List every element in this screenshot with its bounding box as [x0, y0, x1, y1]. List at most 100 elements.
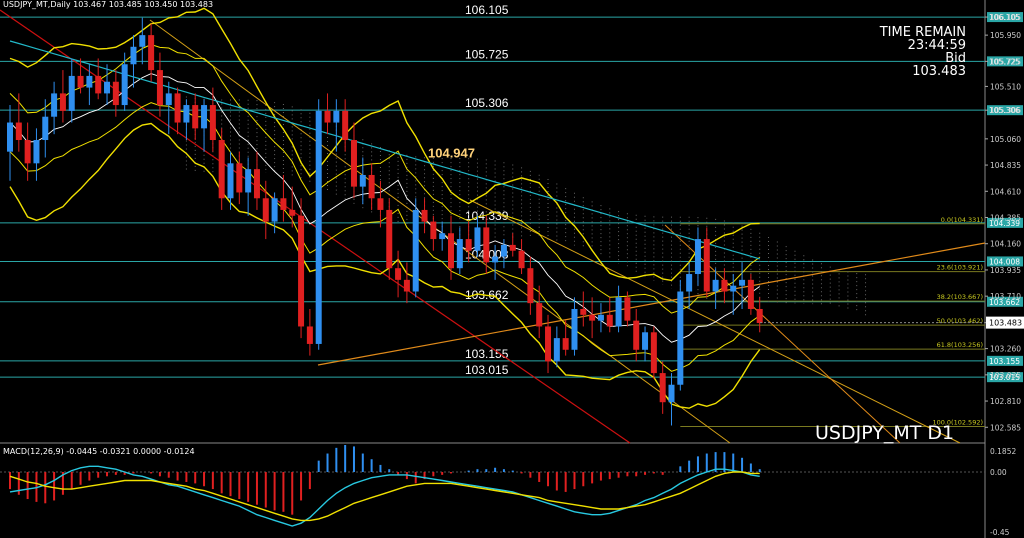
fib-level-label: 50.0(103.462) — [937, 317, 983, 325]
bollinger-lower — [9, 122, 761, 409]
marker-price-label: 104.947 — [428, 145, 475, 160]
candle-body — [474, 227, 481, 251]
candle-body — [527, 268, 534, 304]
level-axis-label: 104.339 — [989, 219, 1020, 228]
candle-body — [156, 70, 163, 106]
time-remain-value: 23:44:59 — [907, 38, 966, 53]
price-tick-label: 105.725 — [990, 57, 1021, 66]
macd-tick-label: 0.1852 — [990, 447, 1016, 456]
candle-body — [253, 169, 260, 199]
candle-body — [342, 110, 349, 141]
candle-body — [148, 35, 155, 71]
macd-tick-label: -0.45 — [990, 528, 1010, 537]
level-axis-label: 104.008 — [989, 257, 1020, 266]
candle-body — [280, 198, 287, 210]
candle-body — [421, 209, 428, 222]
price-tick-label: 105.306 — [990, 106, 1021, 115]
level-axis-label: 103.015 — [989, 373, 1020, 382]
macd-histogram — [9, 445, 761, 515]
macd-label: MACD(12,26,9) -0.0445 -0.0321 0.0000 -0.… — [3, 447, 195, 456]
candle-body — [42, 116, 49, 141]
candle-body — [712, 279, 719, 292]
price-tick-label: 105.950 — [990, 31, 1021, 40]
candle-body — [456, 239, 463, 269]
bollinger-upper — [9, 7, 760, 282]
candle-body — [642, 332, 649, 350]
time-remain-label: TIME REMAIN — [879, 25, 966, 40]
red-trendline — [0, 9, 631, 444]
orange-support-line — [317, 242, 986, 366]
bid-value: 103.483 — [912, 64, 966, 79]
candle-body — [306, 326, 313, 344]
candle-body — [95, 75, 102, 94]
price-tick-label: 103.260 — [990, 345, 1021, 354]
candle-body — [324, 110, 331, 123]
candle-body — [298, 215, 305, 327]
candle-body — [403, 279, 410, 292]
level-axis-tag — [987, 296, 1023, 307]
candle-body — [245, 169, 252, 193]
level-axis-tag — [987, 256, 1023, 267]
candle-body — [448, 233, 454, 269]
candle-body — [439, 233, 446, 240]
level-axis-tag — [987, 105, 1023, 116]
fib-level-label: 61.8(103.256) — [937, 341, 983, 349]
candle-body — [659, 373, 666, 403]
candle-body — [201, 105, 208, 129]
price-tick-label: 104.160 — [990, 240, 1021, 249]
candle-body — [465, 239, 472, 251]
candle-body — [218, 140, 225, 199]
price-tick-label: 103.710 — [990, 292, 1021, 301]
candle-body — [77, 75, 84, 88]
candle-body — [130, 46, 137, 65]
level-axis-label: 103.662 — [989, 298, 1020, 307]
macd-signal-line — [9, 471, 760, 522]
candle-body — [51, 93, 58, 117]
candle-body — [624, 297, 631, 321]
candle-body — [15, 122, 22, 141]
candle-body — [615, 297, 622, 327]
level-axis-tag — [987, 12, 1023, 23]
price-tick-label: 102.810 — [990, 397, 1021, 406]
candle-body — [633, 320, 640, 350]
candle-body — [271, 198, 278, 222]
candle-body — [68, 75, 75, 111]
bollinger-inner-lower — [9, 102, 760, 372]
candle-body — [703, 239, 710, 292]
current-price-tag — [986, 316, 1024, 329]
candle-body — [739, 279, 746, 286]
level-label: 103.155 — [465, 347, 509, 361]
candle-body — [483, 227, 490, 263]
candle-body — [597, 314, 604, 321]
candle-body — [509, 244, 516, 251]
candle-body — [359, 174, 366, 187]
fib-level-label: 100.0(102.592) — [932, 418, 983, 426]
candle-body — [536, 303, 543, 327]
level-label: 105.306 — [465, 96, 509, 110]
level-axis-tag — [987, 372, 1023, 383]
candle-body — [395, 268, 402, 280]
candle-body — [112, 81, 119, 106]
candle-body — [183, 105, 190, 123]
candle-body — [553, 338, 560, 362]
candle-body — [350, 140, 357, 187]
candle-body — [747, 279, 754, 309]
fib-level-label: 0.0(104.331) — [941, 216, 983, 224]
candle-body — [606, 314, 613, 327]
candle-body — [518, 250, 525, 269]
level-axis-label: 106.105 — [989, 13, 1020, 22]
chart-header: USDJPY_MT,Daily 103.467 103.485 103.450 … — [3, 0, 214, 9]
candle-body — [24, 140, 31, 164]
current-price-label: 103.483 — [989, 319, 1022, 328]
price-tick-label: 106.105 — [990, 13, 1021, 22]
candle-body — [121, 64, 128, 106]
level-axis-label: 105.306 — [989, 106, 1020, 115]
price-tick-label: 105.510 — [990, 82, 1021, 91]
candle-body — [571, 308, 578, 350]
price-tick-label: 104.610 — [990, 187, 1021, 196]
fib-level-label: 23.6(103.921) — [937, 264, 983, 272]
candle-body — [262, 198, 269, 222]
price-tick-label: 104.835 — [990, 161, 1021, 170]
candle-body — [500, 244, 507, 257]
